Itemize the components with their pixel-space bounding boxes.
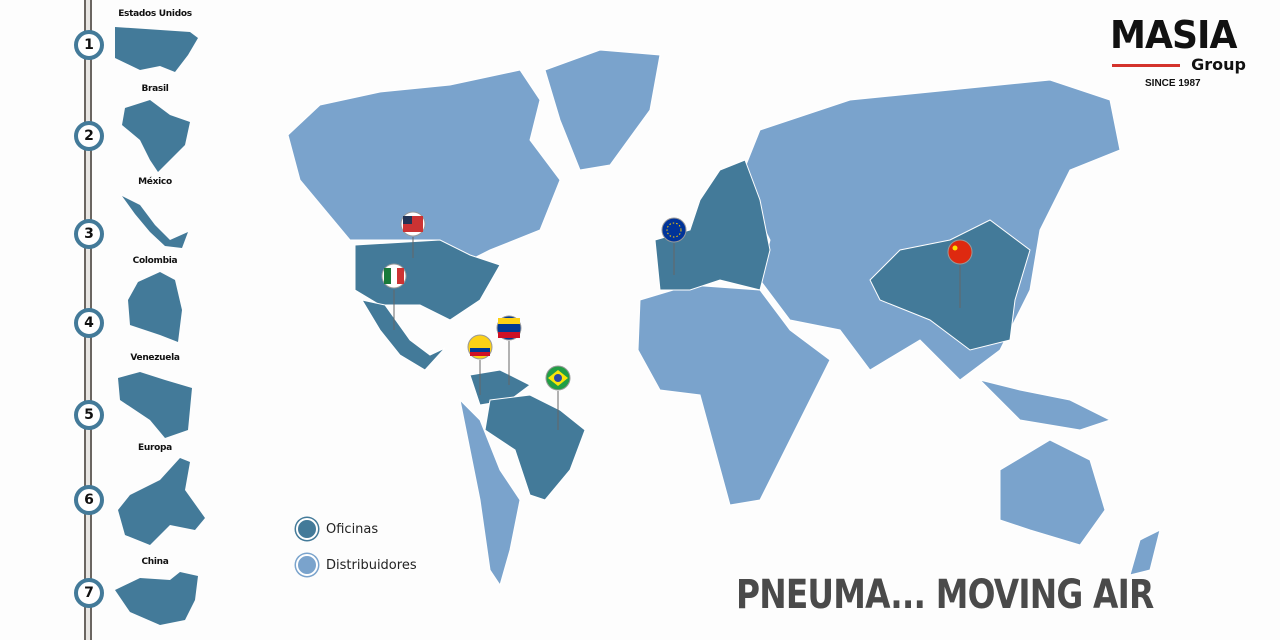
step-2: 2 — [74, 121, 104, 151]
australia — [999, 439, 1106, 546]
country-label: Estados Unidos — [118, 9, 192, 19]
logo-red-bar — [1112, 64, 1180, 67]
country-label: Europa — [138, 443, 172, 453]
south-america-distributors — [459, 398, 521, 587]
office-swatch-icon — [296, 518, 318, 540]
step-6: 6 — [74, 485, 104, 515]
eu-flag-icon — [661, 217, 687, 275]
colombia-silhouette — [128, 272, 182, 342]
step-4: 4 — [74, 308, 104, 338]
brazil-silhouette — [122, 100, 190, 172]
legend-distributors: Distribuidores — [296, 554, 417, 576]
brazil-flag-icon — [545, 365, 571, 430]
europe-silhouette — [118, 458, 205, 545]
mexico-office — [360, 299, 446, 371]
colombia-venezuela-office — [469, 369, 531, 406]
usa-office — [354, 239, 501, 321]
country-label: México — [138, 177, 172, 187]
logo-since: SINCE 1987 — [1145, 78, 1201, 89]
china-office — [869, 219, 1031, 351]
china-flag-icon — [947, 239, 973, 308]
country-label: Venezuela — [130, 353, 180, 363]
step-5: 5 — [74, 400, 104, 430]
usa-silhouette — [115, 27, 198, 72]
country-label: Colombia — [132, 256, 178, 266]
canada-alaska — [287, 69, 561, 266]
europe-office — [654, 159, 771, 291]
distributor-swatch-icon — [296, 554, 318, 576]
step-7: 7 — [74, 578, 104, 608]
slogan: PNEUMA... MOVING AIR — [736, 572, 1154, 618]
colombia-flag-icon — [467, 334, 493, 395]
legend-distributors-label: Distribuidores — [326, 557, 417, 573]
asia — [739, 79, 1121, 381]
country-label: China — [141, 557, 169, 567]
venezuela-silhouette — [118, 372, 192, 438]
venezuela-flag-icon — [496, 315, 522, 385]
step-3: 3 — [74, 219, 104, 249]
legend-offices: Oficinas — [296, 518, 378, 540]
mexico-flag-icon — [381, 263, 407, 330]
africa — [637, 284, 831, 506]
map-pins — [381, 211, 973, 430]
greenland — [544, 49, 661, 171]
new-zealand — [1129, 529, 1161, 576]
country-label: Brasil — [141, 84, 169, 94]
logo-name: MASIA — [1110, 13, 1237, 57]
china-silhouette — [115, 572, 198, 625]
masia-logo: MASIA Group SINCE 1987 — [1110, 16, 1250, 96]
mexico-silhouette — [122, 196, 188, 248]
brazil-office — [484, 394, 586, 501]
legend-offices-label: Oficinas — [326, 521, 379, 537]
southeast-asia — [978, 379, 1112, 431]
usa-flag-icon — [400, 211, 426, 258]
logo-sub: Group — [1191, 55, 1246, 74]
step-1: 1 — [74, 30, 104, 60]
